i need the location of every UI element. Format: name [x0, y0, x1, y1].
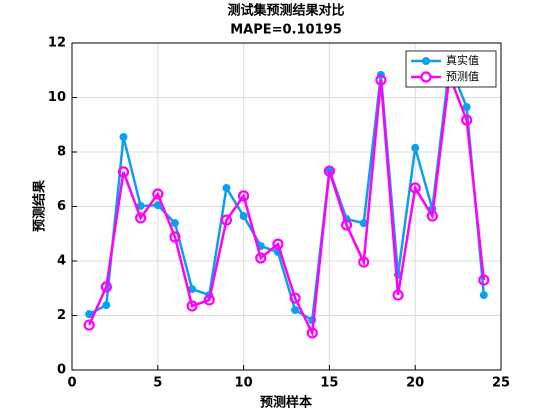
- data-point: [85, 310, 94, 319]
- y-tick-label: 0: [57, 363, 66, 378]
- legend-marker: [422, 57, 430, 65]
- legend-label: 预测值: [446, 70, 479, 83]
- chart-title: 测试集预测结果对比: [227, 3, 344, 19]
- axes-box: [71, 42, 502, 371]
- data-point: [152, 188, 164, 200]
- data-point: [340, 219, 353, 231]
- data-point: [222, 183, 231, 192]
- data-point: [186, 300, 198, 312]
- data-point: [479, 291, 488, 300]
- x-tick-label: 5: [153, 376, 162, 391]
- data-point: [239, 212, 248, 221]
- data-point: [409, 182, 421, 194]
- y-tick-label: 2: [57, 308, 66, 323]
- data-point: [220, 214, 233, 226]
- data-point: [169, 231, 181, 243]
- data-point: [306, 327, 318, 339]
- x-tick-label: 0: [67, 376, 76, 391]
- legend-marker: [420, 71, 432, 83]
- data-point: [170, 219, 179, 228]
- x-tick-label: 20: [406, 376, 424, 391]
- data-point: [392, 289, 404, 301]
- y-tick-label: 6: [57, 199, 66, 214]
- data-point: [135, 212, 147, 224]
- data-point: [358, 256, 370, 268]
- data-point: [83, 319, 95, 331]
- data-point: [426, 210, 438, 222]
- data-point: [291, 306, 300, 315]
- data-point: [411, 143, 420, 152]
- y-tick-label: 8: [57, 145, 66, 160]
- x-tick-label: 25: [492, 376, 510, 391]
- data-point: [462, 103, 471, 112]
- y-tick-label: 10: [48, 90, 66, 105]
- data-point: [100, 281, 112, 293]
- data-point: [272, 238, 284, 250]
- x-axis-label: 预测样本: [260, 395, 312, 411]
- y-axis-label: 预测结果: [32, 180, 48, 232]
- data-point: [323, 165, 335, 177]
- data-point: [238, 190, 250, 202]
- data-point: [102, 301, 111, 310]
- chart-subtitle: MAPE=0.10195: [230, 23, 342, 38]
- y-tick-label: 12: [48, 36, 66, 51]
- legend-box: [405, 50, 497, 88]
- data-point: [119, 133, 128, 142]
- data-point: [478, 274, 490, 286]
- data-point: [375, 74, 387, 86]
- data-point: [203, 294, 215, 306]
- data-point: [289, 292, 301, 304]
- data-point: [255, 252, 267, 264]
- legend-label: 真实值: [446, 53, 479, 67]
- x-tick-label: 15: [320, 376, 338, 391]
- y-tick-label: 4: [57, 254, 66, 269]
- data-point: [461, 114, 473, 126]
- x-tick-label: 10: [235, 376, 253, 391]
- data-point: [117, 166, 130, 178]
